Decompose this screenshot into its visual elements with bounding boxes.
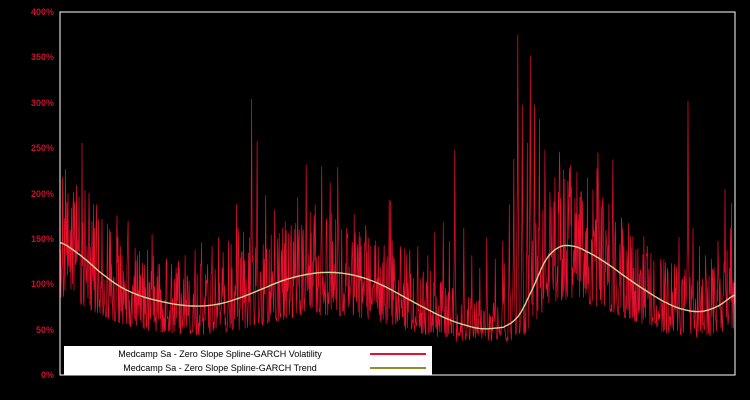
legend-item-volatility: Medcamp Sa - Zero Slope Spline-GARCH Vol… <box>64 347 432 360</box>
y-tick-label: 350% <box>30 52 54 63</box>
y-tick-label: 200% <box>30 188 54 199</box>
y-tick-label: 0% <box>40 370 54 380</box>
legend-label-volatility: Medcamp Sa - Zero Slope Spline-GARCH Vol… <box>118 348 322 359</box>
y-tick-label: 50% <box>35 324 54 335</box>
y-tick-label: 100% <box>30 279 54 290</box>
volatility-line-sample <box>370 352 426 355</box>
trend-line-sample <box>370 366 426 369</box>
legend-label-trend: Medcamp Sa - Zero Slope Spline-GARCH Tre… <box>123 362 317 373</box>
legend-item-trend: Medcamp Sa - Zero Slope Spline-GARCH Tre… <box>64 361 432 374</box>
y-tick-label: 300% <box>30 97 54 108</box>
y-tick-label: 400% <box>30 7 54 17</box>
y-tick-label: 250% <box>30 143 54 154</box>
legend: Medcamp Sa - Zero Slope Spline-GARCH Vol… <box>64 346 432 375</box>
y-tick-label: 150% <box>30 233 54 244</box>
